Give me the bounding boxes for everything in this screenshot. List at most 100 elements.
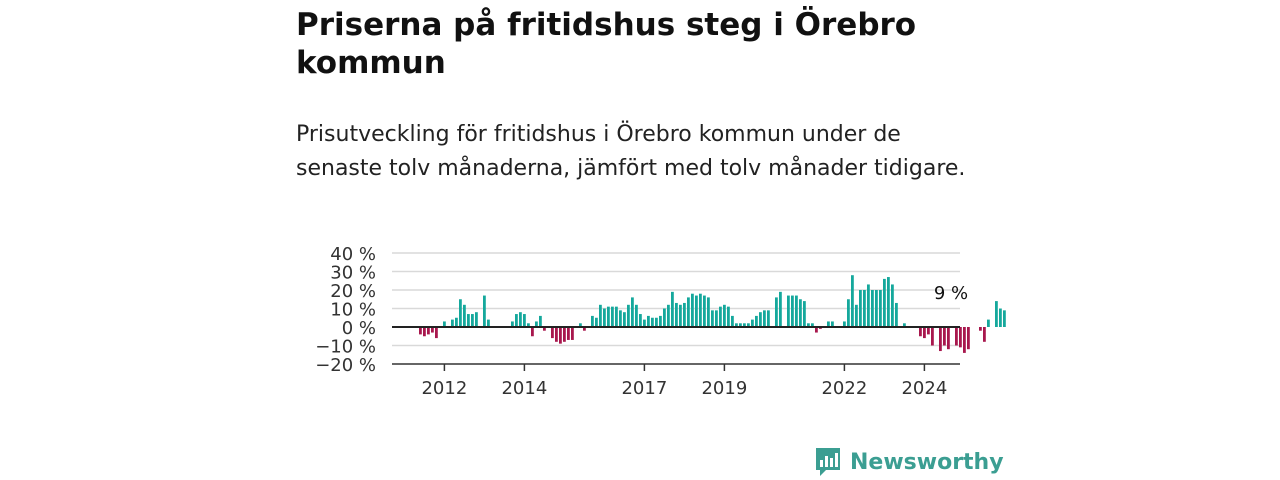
bar [787, 295, 790, 327]
bar [811, 323, 814, 327]
bar [579, 323, 582, 327]
bar [731, 315, 734, 327]
bar [583, 327, 586, 331]
bar [511, 321, 514, 327]
bar [591, 315, 594, 327]
y-tick-label: 20 % [330, 281, 376, 302]
bar [435, 327, 438, 339]
bar [431, 327, 434, 333]
bar [739, 323, 742, 327]
bar [883, 278, 886, 327]
bar [755, 315, 758, 327]
bar [487, 319, 490, 327]
bar [667, 304, 670, 327]
bar [519, 312, 522, 327]
bar [455, 317, 458, 327]
brand-logo: Newsworthy [814, 446, 1004, 478]
bar [671, 291, 674, 327]
bar [759, 312, 762, 327]
bar [923, 327, 926, 339]
bar [459, 299, 462, 327]
bar [515, 314, 518, 327]
bar [555, 327, 558, 342]
bar [683, 302, 686, 327]
y-tick-label: 30 % [330, 263, 376, 284]
bar [419, 327, 422, 335]
y-tick-label: −20 % [315, 355, 376, 376]
bar [715, 310, 718, 327]
bar [559, 327, 562, 344]
bar [747, 323, 750, 327]
bar [795, 295, 798, 327]
y-tick-label: −10 % [315, 337, 376, 358]
x-tick-label: 2017 [621, 378, 667, 399]
bar [443, 321, 446, 327]
bar [891, 284, 894, 327]
bar [551, 327, 554, 339]
bar [567, 327, 570, 340]
bar [827, 321, 830, 327]
bar [687, 297, 690, 327]
bar [999, 308, 1002, 327]
bar [423, 327, 426, 337]
bar [623, 312, 626, 327]
bar [427, 327, 430, 335]
value-annotation: 9 % [934, 283, 968, 304]
bar [691, 293, 694, 327]
bar [767, 310, 770, 327]
bar [927, 327, 930, 335]
bar [595, 317, 598, 327]
bar [463, 304, 466, 327]
bar [679, 304, 682, 327]
bar [695, 295, 698, 327]
bar [543, 327, 546, 331]
bar [855, 304, 858, 327]
bar [535, 321, 538, 327]
bar [703, 295, 706, 327]
bar [955, 327, 958, 346]
bar [663, 308, 666, 327]
bar [939, 327, 942, 352]
bar [655, 317, 658, 327]
bar [475, 312, 478, 327]
bar [483, 295, 486, 327]
bar [727, 306, 730, 327]
bar [807, 323, 810, 327]
bar [531, 327, 534, 337]
bar [619, 310, 622, 327]
x-tick-label: 2019 [701, 378, 747, 399]
bar [451, 319, 454, 327]
bar [751, 319, 754, 327]
bar [651, 317, 654, 327]
bar [635, 304, 638, 327]
bar [903, 323, 906, 327]
bar [643, 319, 646, 327]
chart-subtitle: Prisutveckling för fritidshus i Örebro k… [296, 122, 966, 181]
bar [843, 321, 846, 327]
bar [947, 327, 950, 350]
bar [995, 301, 998, 327]
bar [627, 304, 630, 327]
bar [799, 299, 802, 327]
bar [763, 310, 766, 327]
bar [607, 306, 610, 327]
bar [791, 295, 794, 327]
bar [967, 327, 970, 350]
bar [871, 290, 874, 327]
bar [919, 327, 922, 337]
y-tick-label: 40 % [330, 244, 376, 265]
bar [987, 319, 990, 327]
bar [675, 302, 678, 327]
brand-name: Newsworthy [850, 449, 1004, 475]
y-tick-label: 10 % [330, 300, 376, 321]
bar [563, 327, 566, 342]
bar [887, 277, 890, 327]
bar [539, 315, 542, 327]
bar [719, 306, 722, 327]
x-tick-label: 2024 [901, 378, 947, 399]
bar [867, 284, 870, 327]
bar [599, 304, 602, 327]
bar [639, 314, 642, 327]
chart-title: Priserna på fritidshus steg i Örebro kom… [296, 7, 917, 81]
